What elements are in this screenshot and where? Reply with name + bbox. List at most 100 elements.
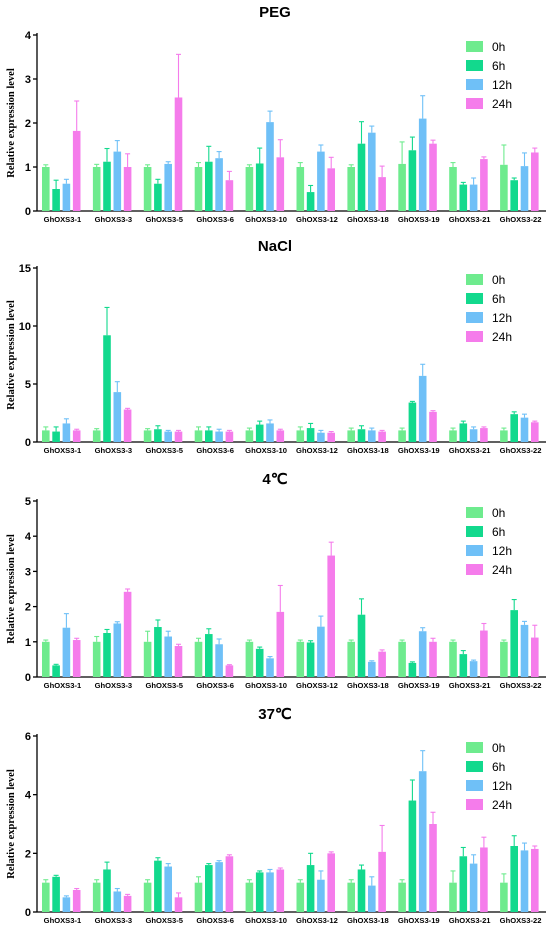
bar-12h bbox=[215, 158, 223, 211]
x-tick-label: GhOXS3-19 bbox=[398, 916, 440, 925]
bar-0h bbox=[500, 641, 508, 677]
x-tick-label: GhOXS3-12 bbox=[296, 215, 338, 224]
bar-0h bbox=[500, 882, 508, 912]
x-tick-label: GhOXS3-6 bbox=[196, 215, 234, 224]
bar-24h bbox=[378, 177, 386, 211]
bar-24h bbox=[174, 646, 183, 677]
bar-0h bbox=[296, 167, 305, 211]
bar-24h bbox=[480, 847, 488, 912]
bar-12h bbox=[266, 423, 274, 442]
bar-12h bbox=[469, 429, 478, 442]
bar-24h bbox=[123, 591, 132, 677]
bar-12h bbox=[520, 417, 529, 442]
bar-0h bbox=[143, 430, 152, 442]
x-tick-label: GhOXS3-3 bbox=[95, 681, 133, 690]
bar-6h bbox=[459, 654, 468, 677]
x-tick-label: GhOXS3-19 bbox=[398, 681, 440, 690]
bar-24h bbox=[480, 428, 488, 442]
legend-swatch bbox=[466, 761, 483, 772]
bar-6h bbox=[255, 424, 264, 442]
bar-0h bbox=[92, 167, 101, 211]
bar-24h bbox=[429, 143, 437, 211]
bar-0h bbox=[245, 167, 254, 211]
legend-swatch bbox=[466, 98, 483, 109]
bar-6h bbox=[306, 428, 315, 442]
bar-12h bbox=[62, 423, 71, 442]
bar-6h bbox=[408, 800, 417, 912]
bar-24h bbox=[327, 168, 335, 211]
bar-24h bbox=[123, 409, 132, 442]
x-tick-label: GhOXS3-21 bbox=[449, 446, 492, 455]
bar-24h bbox=[531, 152, 539, 211]
x-tick-label: GhOXS3-10 bbox=[245, 681, 287, 690]
x-tick-label: GhOXS3-1 bbox=[44, 215, 82, 224]
bar-6h bbox=[52, 189, 60, 211]
bar-24h bbox=[378, 651, 386, 677]
legend-label: 12h bbox=[492, 544, 512, 558]
bar-0h bbox=[92, 641, 101, 677]
bar-12h bbox=[418, 631, 427, 677]
bar-6h bbox=[306, 642, 315, 677]
bar-12h bbox=[266, 658, 274, 677]
y-axis-title: Relative expression level bbox=[6, 534, 17, 644]
bar-6h bbox=[205, 634, 213, 677]
bar-0h bbox=[449, 167, 457, 211]
bar-12h bbox=[520, 624, 529, 677]
chart-panel: NaCl Relative expression level 0 5 10 15 GhOXS… bbox=[6, 238, 546, 455]
bar-24h bbox=[531, 422, 539, 442]
bar-24h bbox=[378, 431, 386, 442]
bar-12h bbox=[368, 885, 376, 912]
bar-6h bbox=[255, 648, 264, 677]
y-tick-label: 2 bbox=[25, 602, 31, 614]
bar-12h bbox=[418, 375, 427, 442]
bar-6h bbox=[459, 856, 468, 912]
bar-12h bbox=[215, 862, 223, 912]
bar-24h bbox=[327, 555, 335, 677]
bar-6h bbox=[306, 865, 315, 912]
bar-6h bbox=[205, 430, 213, 442]
bar-6h bbox=[459, 184, 468, 211]
bar-24h bbox=[276, 611, 285, 677]
y-tick-label: 4 bbox=[25, 531, 32, 543]
chart-panel: PEG Relative expression level 0 1 2 3 4 GhOXS3-… bbox=[6, 4, 546, 224]
bar-24h bbox=[276, 157, 285, 211]
bar-6h bbox=[357, 614, 366, 677]
bar-24h bbox=[174, 897, 183, 912]
x-tick-label: GhOXS3-10 bbox=[245, 916, 287, 925]
chart-title: 4℃ bbox=[262, 471, 287, 488]
y-tick-label: 6 bbox=[25, 731, 31, 743]
bar-0h bbox=[194, 882, 203, 912]
bar-0h bbox=[92, 882, 101, 912]
bar-0h bbox=[245, 641, 254, 677]
bar-12h bbox=[113, 623, 122, 677]
bar-0h bbox=[42, 167, 50, 211]
x-tick-label: GhOXS3-6 bbox=[196, 681, 234, 690]
y-tick-label: 4 bbox=[25, 30, 32, 42]
bar-12h bbox=[164, 431, 172, 442]
bar-0h bbox=[42, 430, 50, 442]
bar-12h bbox=[266, 122, 274, 211]
legend-swatch bbox=[466, 799, 483, 810]
y-tick-label: 2 bbox=[25, 118, 31, 130]
bar-0h bbox=[398, 163, 406, 211]
x-tick-label: GhOXS3-22 bbox=[500, 916, 542, 925]
legend-label: 12h bbox=[492, 779, 512, 793]
bar-24h bbox=[429, 824, 437, 912]
bar-12h bbox=[164, 163, 172, 211]
bar-6h bbox=[408, 662, 417, 677]
x-tick-label: GhOXS3-21 bbox=[449, 916, 492, 925]
bar-12h bbox=[317, 151, 325, 211]
bar-0h bbox=[398, 430, 406, 442]
bar-12h bbox=[164, 866, 172, 912]
bar-0h bbox=[92, 430, 101, 442]
y-tick-label: 10 bbox=[19, 321, 31, 333]
bar-6h bbox=[306, 192, 315, 211]
y-axis-title: Relative expression level bbox=[6, 68, 17, 178]
bar-0h bbox=[449, 641, 457, 677]
legend-label: 6h bbox=[492, 525, 505, 539]
x-tick-label: GhOXS3-3 bbox=[95, 446, 133, 455]
x-tick-label: GhOXS3-18 bbox=[347, 916, 389, 925]
bar-12h bbox=[520, 850, 529, 912]
bar-6h bbox=[510, 414, 518, 442]
bar-12h bbox=[317, 432, 325, 442]
